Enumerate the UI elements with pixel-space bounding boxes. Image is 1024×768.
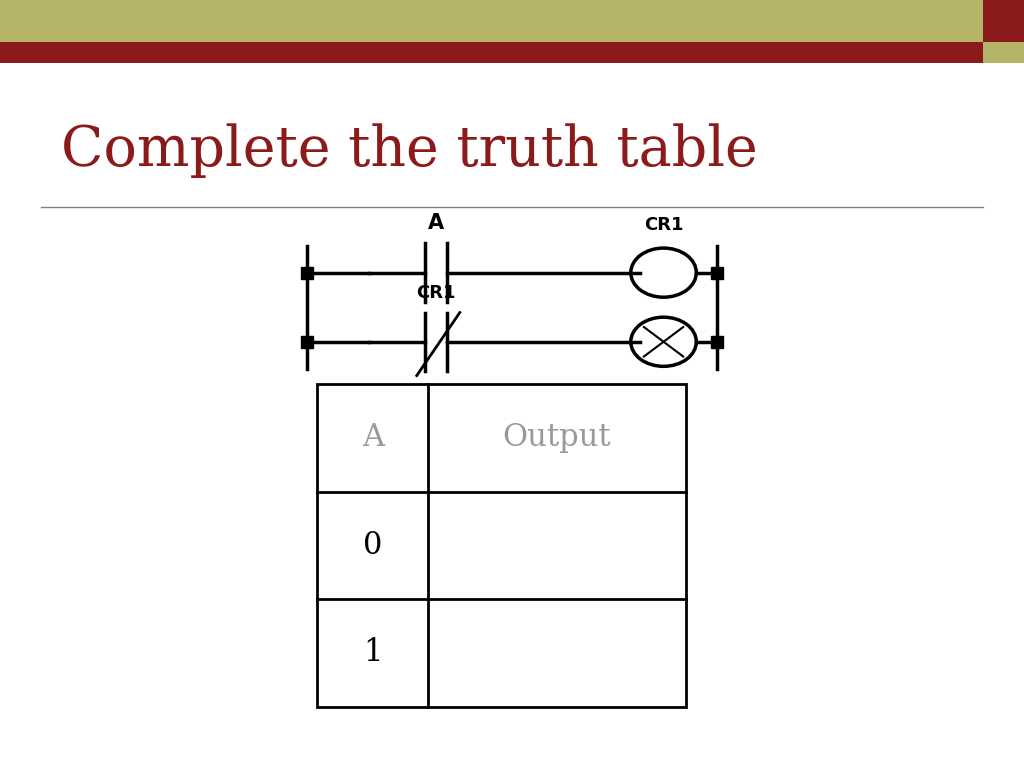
FancyBboxPatch shape — [0, 0, 983, 42]
Text: CR1: CR1 — [417, 284, 456, 302]
Text: Complete the truth table: Complete the truth table — [61, 123, 758, 177]
FancyBboxPatch shape — [983, 42, 1024, 63]
Text: 1: 1 — [362, 637, 383, 668]
Text: A: A — [428, 213, 444, 233]
FancyBboxPatch shape — [0, 42, 1024, 63]
Text: CR1: CR1 — [644, 217, 683, 234]
Bar — [317, 384, 686, 707]
Text: Output: Output — [503, 422, 611, 453]
Text: 0: 0 — [364, 530, 382, 561]
FancyBboxPatch shape — [983, 0, 1024, 42]
Text: A: A — [361, 422, 384, 453]
